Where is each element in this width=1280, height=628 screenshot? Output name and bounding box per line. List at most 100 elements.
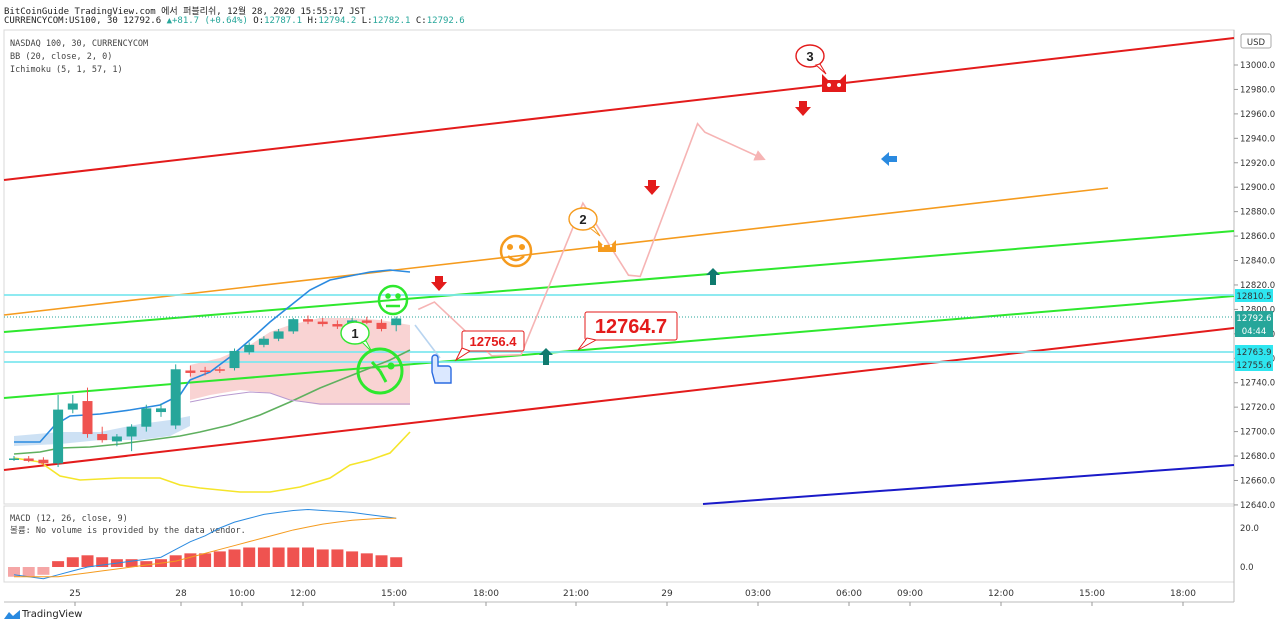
candle-body [244,344,255,353]
projected-path [417,122,766,357]
y-tick-label: 12920.0 [1240,159,1275,169]
macd-tick-label: 0.0 [1240,563,1254,573]
orange-trend-line [3,187,1109,316]
macd-bar [52,561,65,567]
candle-body [332,324,343,327]
high-label: H: [307,16,319,26]
main-pane-border [3,29,1235,505]
candle-body [361,320,372,323]
bb-middle-line [13,349,411,455]
neutral-face-icon [377,284,409,316]
candle-body [303,319,313,322]
candle-body [200,370,211,372]
y-tick-label: 12940.0 [1240,134,1275,144]
macd-bar [243,547,256,567]
price-tag-12810: 12810.5 [1235,289,1273,302]
candlestick-series [9,315,402,468]
macd-bar [37,567,50,575]
cat-icon [598,240,616,252]
candle-body [229,350,240,369]
macd-legend[interactable]: MACD (12, 26, close, 9) [10,514,128,524]
x-axis-ticks: 25 28 10:00 12:00 15:00 18:00 21:00 29 03:00 06:0… [69,589,1196,606]
y-tick-label: 12860.0 [1240,232,1275,242]
y-tick-label: 13000.0 [1240,61,1275,71]
y-tick-label: 12820.0 [1240,281,1275,291]
candle-body [9,458,19,460]
macd-signal-line [14,517,397,578]
close-value: 12792.6 [426,16,465,26]
candle-body [82,401,93,435]
macd-bar [140,561,153,567]
y-tick-label: 12800.0 [1240,305,1275,315]
candle-body [214,369,225,371]
callout-3: 3 [795,44,827,75]
x-tick-label: 12:00 [290,589,316,599]
candle-body [38,459,49,464]
publish-line: BitCoinGuide TradingView.com 에서 퍼블리쉬, 12… [4,7,366,17]
macd-bar [302,547,314,567]
smiley-face-icon [499,234,533,268]
pointing-hand-icon [431,354,452,384]
x-tick-label: 03:00 [745,589,771,599]
callout-3-text: 3 [806,49,813,64]
last-price: 12792.6 [123,16,162,26]
open-value: 12787.1 [264,16,303,26]
bb-lower-line [13,431,411,493]
candle-body [185,370,196,373]
callout-1: 1 [340,321,373,353]
price-label-12764: 12764.7 [577,311,678,351]
green-trend-line-upper [3,230,1235,333]
x-tick-label: 28 [175,589,187,599]
bb-legend[interactable]: BB (20, close, 2, 0) [10,52,112,62]
up-arrow-marker [539,268,720,365]
watermark-text: TradingView [22,609,83,620]
macd-axis-ticks: 20.0 0.0 [1240,524,1259,573]
symbol-legend[interactable]: NASDAQ 100, 30, CURRENCYCOM [10,39,148,49]
x-tick-label: 12:00 [988,589,1014,599]
ichimoku-conversion-line [189,391,410,405]
ichimoku-legend[interactable]: Ichimoku (5, 1, 57, 1) [10,65,123,75]
macd-bar [8,567,20,577]
x-tick-label: 10:00 [229,589,255,599]
macd-histogram [8,547,403,577]
macd-bar [375,555,388,567]
callout-2-text: 2 [579,212,586,227]
price-tag-12763: 12763.9 [1235,345,1273,358]
macd-bar [184,553,197,567]
green-trend-line-lower [3,295,1235,399]
close-label: C: [415,16,427,26]
candle-body [67,403,78,410]
macd-line [13,508,397,580]
macd-bar [81,555,94,567]
candle-body [273,331,284,339]
tradingview-logo[interactable]: TradingView [4,609,82,620]
high-value: 12794.2 [318,16,357,26]
macd-bar [125,559,138,567]
currency-badge[interactable] [1240,33,1272,49]
candle-body [258,338,269,345]
macd-bar [66,557,79,567]
candle-body [170,369,181,426]
upper-red-channel-line [3,37,1235,181]
low-value: 12782.1 [372,16,411,26]
symbol-label[interactable]: CURRENCYCOM:US100, 30 [4,16,118,26]
x-tick-label: 15:00 [381,589,407,599]
candle-body [97,434,108,441]
candle-body [53,409,64,464]
y-tick-label: 12720.0 [1240,403,1275,413]
y-tick-label: 12700.0 [1240,428,1275,438]
price-tag-last: 12792.6 04:44 [1235,311,1273,337]
callout-1-text: 1 [351,326,358,341]
macd-bar [257,547,270,567]
candle-body [376,322,387,329]
price-tag-text-3: 04:44 [1242,327,1267,337]
clock-face-icon [356,347,404,395]
currency-text: USD [1247,38,1266,48]
bb-upper-line [14,269,411,443]
price-label-12756: 12756.4 [454,330,525,362]
price-tag-text-1: 12810.5 [1236,292,1271,302]
candle-body [156,408,166,413]
macd-bar [346,551,359,567]
price-change: +81.7 (+0.64%) [172,16,248,26]
